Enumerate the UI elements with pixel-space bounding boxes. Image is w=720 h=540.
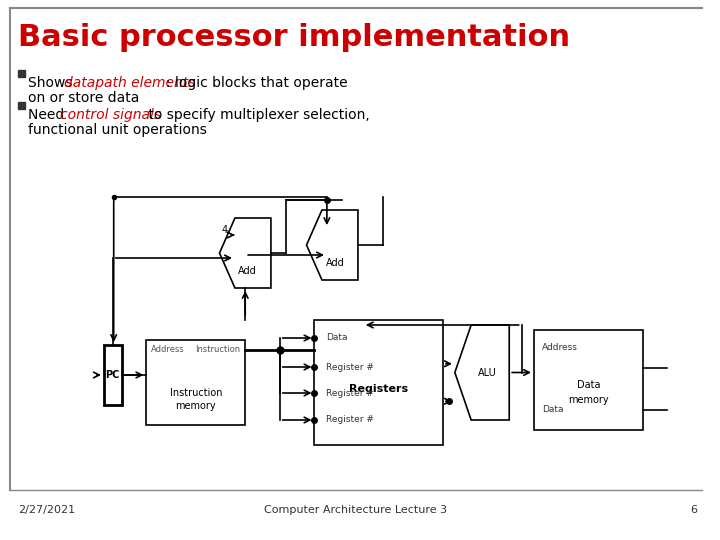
Text: functional unit operations: functional unit operations xyxy=(27,123,207,137)
Text: Register #: Register # xyxy=(326,415,374,424)
Text: on or store data: on or store data xyxy=(27,91,139,105)
Text: Add: Add xyxy=(238,266,257,275)
Text: to specify multiplexer selection,: to specify multiplexer selection, xyxy=(145,108,370,122)
Text: Add: Add xyxy=(325,258,344,267)
Text: Data: Data xyxy=(542,406,563,415)
Text: Instruction: Instruction xyxy=(195,346,240,354)
Bar xyxy=(18,70,24,77)
Text: Data: Data xyxy=(326,334,348,342)
Text: 2/27/2021: 2/27/2021 xyxy=(18,505,75,515)
Bar xyxy=(18,102,24,109)
Text: Registers: Registers xyxy=(349,384,408,394)
Bar xyxy=(104,345,122,405)
Text: Address: Address xyxy=(151,346,185,354)
Text: 4: 4 xyxy=(221,225,228,235)
Text: memory: memory xyxy=(176,401,216,411)
Text: Register #: Register # xyxy=(326,388,374,397)
Text: Data: Data xyxy=(577,380,600,390)
Text: PC: PC xyxy=(106,370,120,380)
Text: Register #: Register # xyxy=(326,362,374,372)
Text: control signals: control signals xyxy=(60,108,161,122)
Bar xyxy=(146,340,246,425)
Bar xyxy=(534,330,643,430)
Bar xyxy=(315,320,443,445)
Text: Address: Address xyxy=(542,343,577,353)
Text: ALU: ALU xyxy=(478,368,497,377)
Text: Computer Architecture Lecture 3: Computer Architecture Lecture 3 xyxy=(264,505,448,515)
Text: memory: memory xyxy=(568,395,608,405)
Text: : logic blocks that operate: : logic blocks that operate xyxy=(166,76,348,90)
Text: Basic processor implementation: Basic processor implementation xyxy=(18,24,570,52)
Text: 6: 6 xyxy=(690,505,697,515)
Text: Need: Need xyxy=(27,108,68,122)
Text: datapath elements: datapath elements xyxy=(64,76,196,90)
Text: Shows: Shows xyxy=(27,76,76,90)
Text: Instruction: Instruction xyxy=(169,388,222,397)
